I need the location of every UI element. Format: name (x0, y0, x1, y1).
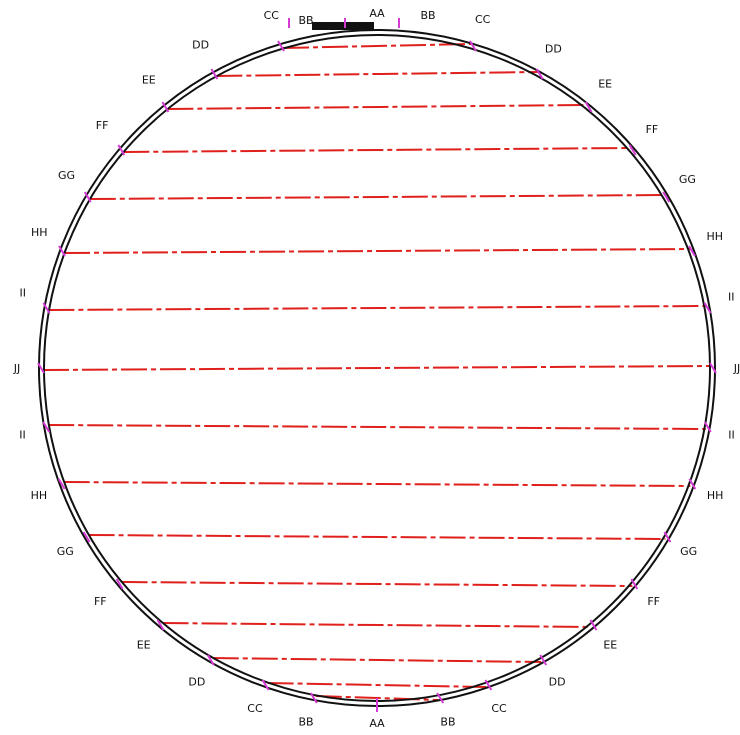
chord-line (267, 682, 487, 688)
right-edge-label: EE (603, 638, 617, 651)
right-edge-tick (539, 654, 548, 666)
chord-line (64, 248, 690, 254)
right-edge-label: DD (545, 43, 562, 56)
left-edge-tick (83, 191, 92, 203)
left-edge-tick (42, 302, 51, 314)
left-edge-label: EE (137, 638, 151, 651)
chord-line (282, 43, 472, 49)
left-edge-tick (82, 531, 91, 543)
right-edge-label: GG (680, 545, 697, 558)
right-edge-label: GG (679, 173, 696, 186)
edge-ticks (37, 18, 717, 712)
left-edge-label: EE (142, 73, 156, 86)
chord-line (42, 365, 712, 371)
left-edge-label: II (19, 429, 26, 442)
right-edge-label: II (728, 429, 735, 442)
left-edge-label: GG (58, 169, 75, 182)
left-edge-label: II (19, 286, 26, 299)
right-edge-label: FF (646, 123, 659, 136)
left-edge-tick (37, 362, 45, 374)
left-edge-tick (117, 144, 126, 156)
left-edge-tick (115, 578, 124, 590)
edge-labels: CC CC DD DD EE EE FF FF GG GG HH HH II II JJ JJ II II HH HH… (13, 7, 740, 730)
left-edge-label: JJ (13, 362, 21, 375)
left-edge-label: CC (247, 702, 263, 715)
right-edge-tick (628, 144, 637, 156)
right-edge-tick (535, 68, 544, 80)
right-edge-label: JJ (733, 362, 740, 375)
left-edge-tick (57, 478, 66, 490)
left-edge-label: CC (264, 9, 280, 22)
right-edge-label: DD (549, 675, 566, 688)
left-edge-tick (277, 40, 285, 52)
left-edge-tick (261, 679, 270, 691)
right-edge-tick (584, 101, 593, 113)
top-right-bb-label: BB (420, 9, 435, 22)
left-edge-label: BB (298, 716, 313, 729)
left-edge-label: DD (192, 39, 209, 52)
left-edge-tick (161, 101, 170, 113)
flat-notch (312, 22, 374, 30)
right-edge-tick (703, 302, 712, 314)
left-edge-label: HH (31, 489, 48, 502)
right-edge-label: CC (475, 13, 491, 26)
chord-line (88, 534, 666, 540)
right-edge-tick (709, 362, 717, 374)
right-edge-label: EE (598, 77, 612, 90)
right-edge-tick (688, 478, 697, 490)
right-edge-tick (703, 421, 712, 433)
left-edge-tick (206, 654, 215, 666)
chord-line (63, 481, 691, 487)
right-edge-tick (469, 40, 477, 52)
bottom-center-label: AA (369, 717, 385, 730)
outer-ring (38, 22, 716, 707)
chord-line (48, 424, 706, 430)
left-edge-label: HH (31, 226, 48, 239)
top-left-bb-label: BB (298, 14, 313, 27)
right-edge-tick (589, 619, 598, 631)
left-edge-label: FF (96, 119, 109, 132)
chord-line (212, 657, 542, 663)
chord-line (167, 104, 587, 110)
left-edge-label: FF (94, 595, 107, 608)
chord-lines (42, 43, 712, 701)
right-edge-label: FF (647, 595, 660, 608)
chord-line (121, 581, 633, 587)
chord-line (48, 305, 706, 311)
right-edge-label: HH (706, 230, 723, 243)
chord-line (162, 622, 592, 628)
right-edge-label: II (728, 290, 735, 303)
right-edge-label: CC (491, 702, 507, 715)
left-edge-tick (156, 619, 165, 631)
chord-line (89, 194, 665, 200)
right-edge-label: HH (707, 489, 724, 502)
left-edge-label: GG (57, 545, 74, 558)
left-edge-tick (58, 245, 66, 257)
left-edge-tick (309, 692, 318, 704)
right-edge-tick (663, 531, 672, 543)
chord-line (216, 71, 538, 77)
right-edge-tick (484, 679, 493, 691)
left-edge-tick (42, 421, 51, 433)
right-edge-tick (662, 191, 671, 203)
top-center-label: AA (369, 7, 385, 20)
right-edge-tick (436, 692, 445, 704)
right-edge-tick (688, 245, 696, 257)
right-edge-tick (630, 578, 639, 590)
left-edge-label: DD (188, 675, 205, 688)
right-edge-label: BB (440, 716, 455, 729)
left-edge-tick (210, 68, 219, 80)
chord-line (123, 147, 631, 153)
